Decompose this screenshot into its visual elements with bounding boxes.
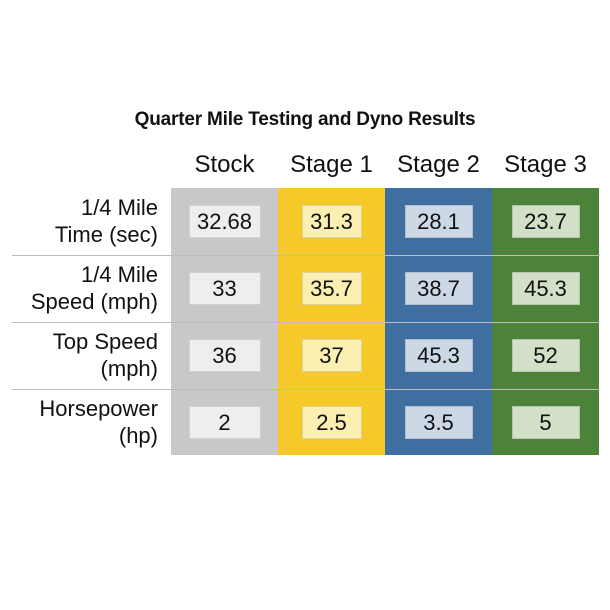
column-header-stage-2: Stage 2 <box>397 151 480 178</box>
value-cell: 2.5 <box>301 406 362 439</box>
row-divider <box>12 255 600 256</box>
value-cell: 23.7 <box>511 205 580 238</box>
value-cell: 32.68 <box>188 205 261 238</box>
row-divider <box>12 322 600 323</box>
value-cell: 37 <box>301 339 362 372</box>
table-title: Quarter Mile Testing and Dyno Results <box>134 109 476 130</box>
value-cell: 45.3 <box>404 339 473 372</box>
value-cell: 2 <box>188 406 261 439</box>
column-header-stage-1: Stage 1 <box>290 151 373 178</box>
row-label: 1/4 Mile Speed (mph) <box>0 261 158 315</box>
value-cell: 5 <box>511 406 580 439</box>
row-label-line: (mph) <box>100 356 158 381</box>
row-label-line: Top Speed <box>52 329 158 354</box>
column-header-stock: Stock <box>194 151 255 178</box>
value-cell: 33 <box>188 272 261 305</box>
row-label-line: 1/4 Mile <box>80 195 158 220</box>
value-cell: 52 <box>511 339 580 372</box>
value-cell: 36 <box>188 339 261 372</box>
value-cell: 31.3 <box>301 205 362 238</box>
value-cell: 38.7 <box>404 272 473 305</box>
row-label-line: Time (sec) <box>54 222 158 247</box>
value-cell: 35.7 <box>301 272 362 305</box>
row-label: 1/4 Mile Time (sec) <box>0 194 158 248</box>
row-divider <box>12 389 600 390</box>
row-label-line: (hp) <box>118 423 158 448</box>
row-label: Horsepower (hp) <box>0 395 158 449</box>
value-cell: 45.3 <box>511 272 580 305</box>
row-label-line: Speed (mph) <box>30 289 158 314</box>
row-label: Top Speed (mph) <box>0 328 158 382</box>
row-label-line: Horsepower <box>39 396 158 421</box>
value-cell: 28.1 <box>404 205 473 238</box>
column-header-stage-3: Stage 3 <box>504 151 587 178</box>
value-cell: 3.5 <box>404 406 473 439</box>
row-label-line: 1/4 Mile <box>80 262 158 287</box>
